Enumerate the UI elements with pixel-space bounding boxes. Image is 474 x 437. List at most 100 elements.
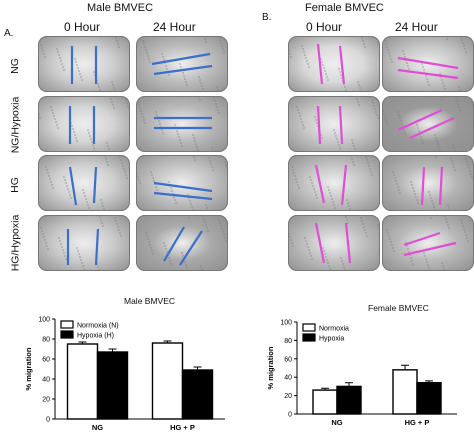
cell-texture xyxy=(464,233,468,237)
cell-texture xyxy=(209,162,213,166)
cell-texture xyxy=(413,192,417,196)
micrograph-female-24h-ng xyxy=(382,36,474,92)
cell-texture xyxy=(341,262,345,266)
cell-texture xyxy=(77,69,81,73)
cell-texture xyxy=(314,118,318,122)
cell-texture xyxy=(38,36,40,38)
cell-texture xyxy=(399,119,403,123)
cell-texture xyxy=(296,108,300,112)
cell-texture xyxy=(196,148,200,152)
cell-texture xyxy=(293,174,297,178)
cell-texture xyxy=(359,216,363,220)
cell-texture xyxy=(371,101,375,105)
cell-texture xyxy=(304,56,308,60)
cell-texture xyxy=(105,160,109,164)
cell-texture xyxy=(451,162,455,166)
cell-texture xyxy=(409,180,413,184)
cell-texture xyxy=(321,63,325,67)
cell-texture xyxy=(346,221,350,225)
cell-texture xyxy=(101,204,105,208)
cell-texture xyxy=(149,246,153,250)
cell-texture xyxy=(213,99,217,103)
wound-edge-line xyxy=(403,241,457,257)
cell-texture xyxy=(78,255,82,259)
cell-texture xyxy=(217,218,221,222)
cell-texture xyxy=(359,89,363,92)
cell-texture xyxy=(42,235,46,239)
cell-texture xyxy=(86,203,90,207)
cell-texture xyxy=(123,96,127,99)
cell-texture xyxy=(187,216,191,220)
cell-texture xyxy=(189,202,193,206)
cell-texture xyxy=(355,97,359,101)
cell-texture xyxy=(96,82,100,86)
cell-texture xyxy=(111,83,115,87)
cell-texture xyxy=(70,124,74,128)
cell-texture xyxy=(446,203,450,207)
cell-texture xyxy=(75,63,79,67)
cell-texture xyxy=(124,173,128,177)
cell-texture xyxy=(181,254,185,258)
cell-texture xyxy=(400,122,404,126)
cell-texture xyxy=(344,215,348,219)
cell-texture xyxy=(78,72,82,76)
cell-texture xyxy=(415,123,419,127)
cell-texture xyxy=(375,113,379,117)
wound-edge-line xyxy=(92,166,98,204)
cell-texture xyxy=(304,239,308,243)
cell-texture xyxy=(154,185,158,189)
cell-texture xyxy=(322,66,326,70)
cell-texture xyxy=(437,145,441,149)
cell-texture xyxy=(115,222,119,226)
cell-texture xyxy=(160,52,164,56)
cell-texture xyxy=(453,168,457,172)
cell-texture xyxy=(40,46,44,50)
cell-texture xyxy=(169,186,173,190)
cell-texture xyxy=(407,250,411,254)
cell-texture xyxy=(324,72,328,76)
cell-texture xyxy=(162,58,166,62)
cell-texture xyxy=(38,37,41,41)
cell-texture xyxy=(118,231,122,235)
cell-texture xyxy=(461,41,465,45)
cell-texture xyxy=(363,208,367,211)
cell-texture xyxy=(98,88,102,92)
male-chart-category-label: HG + P xyxy=(170,423,195,432)
female-chart-y-tick-label: 0 xyxy=(288,412,292,419)
cell-texture xyxy=(57,236,61,240)
cell-texture xyxy=(224,163,228,167)
panel-a-col-24h: 24 Hour xyxy=(153,20,196,34)
cell-texture xyxy=(395,182,399,186)
micrograph-female-0h-hg xyxy=(288,155,380,211)
cell-texture xyxy=(222,50,226,54)
cell-texture xyxy=(339,73,343,77)
cell-texture xyxy=(434,136,438,140)
cell-texture xyxy=(326,185,330,189)
cell-texture xyxy=(366,161,370,165)
cell-texture xyxy=(441,81,445,85)
cell-texture xyxy=(59,59,63,63)
cell-texture xyxy=(385,121,389,125)
cell-texture xyxy=(210,146,214,150)
cell-texture xyxy=(308,251,312,255)
cell-texture xyxy=(102,207,106,211)
cell-texture xyxy=(117,228,121,232)
micrograph-male-24h-ng xyxy=(136,36,228,92)
cell-texture xyxy=(204,40,208,44)
micrograph-male-0h-hg-hypoxia xyxy=(38,215,130,271)
cell-texture xyxy=(453,149,457,152)
cell-texture xyxy=(177,135,181,139)
cell-texture xyxy=(325,75,329,79)
cell-texture xyxy=(360,219,364,223)
cell-texture xyxy=(219,41,223,45)
cell-texture xyxy=(344,88,348,92)
wound-edge-line xyxy=(438,166,444,206)
cell-texture xyxy=(44,165,48,169)
cell-texture xyxy=(373,107,377,111)
cell-texture xyxy=(218,38,222,42)
micrograph-female-0h-ng xyxy=(288,36,380,92)
cell-texture xyxy=(61,248,65,252)
cell-texture xyxy=(114,219,118,223)
cell-texture xyxy=(167,73,171,77)
cell-texture xyxy=(406,64,410,68)
